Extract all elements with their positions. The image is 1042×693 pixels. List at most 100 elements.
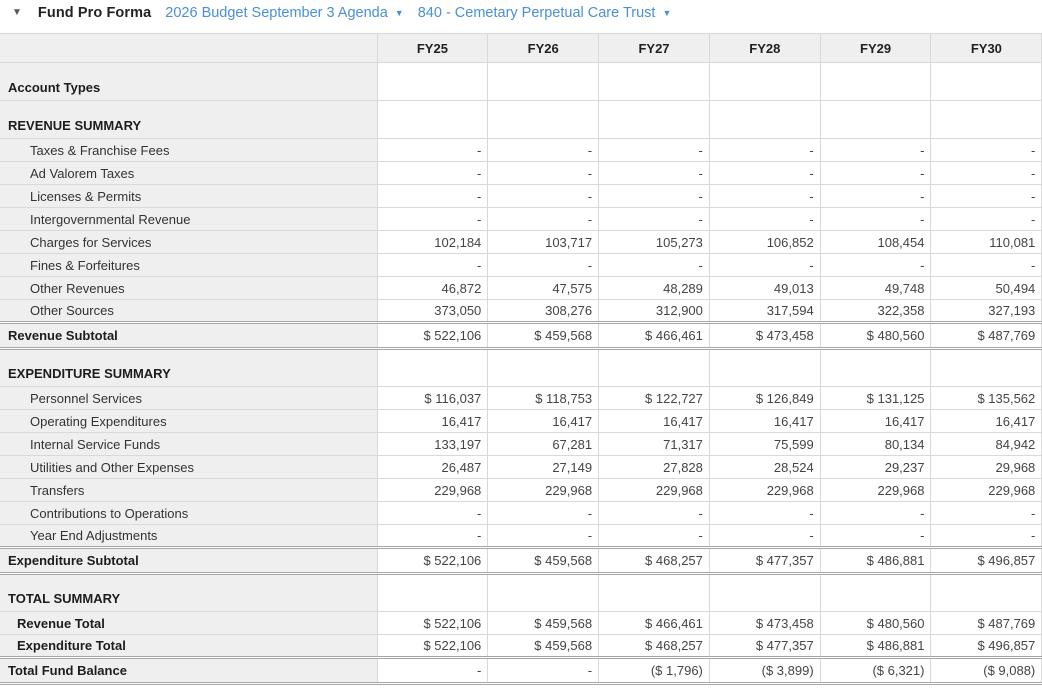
table-row: TOTAL SUMMARY: [0, 573, 1042, 612]
value-cell: 317,594: [709, 299, 821, 323]
row-label: Charges for Services: [0, 230, 378, 254]
value-cell: 27,828: [598, 455, 710, 479]
value-cell: -: [709, 161, 821, 185]
row-label: Expenditure Total: [0, 634, 378, 658]
value-cell: 16,417: [487, 409, 600, 433]
value-cell: $ 522,106: [377, 546, 489, 575]
row-label: Internal Service Funds: [0, 432, 378, 456]
chevron-down-icon: ▼: [394, 7, 404, 18]
row-label: Other Sources: [0, 299, 378, 323]
value-cell: ($ 3,899): [709, 656, 821, 685]
value-cell: $ 468,257: [598, 634, 710, 658]
value-cell: $ 496,857: [930, 546, 1042, 575]
value-cell: [487, 100, 600, 139]
value-cell: ($ 9,088): [930, 656, 1042, 685]
value-cell: [377, 62, 489, 101]
value-cell: 229,968: [377, 478, 489, 502]
value-cell: 80,134: [820, 432, 932, 456]
value-cell: $ 135,562: [930, 386, 1042, 410]
value-cell: 16,417: [820, 409, 932, 433]
table-row: Fines & Forfeitures - - - - - -: [0, 253, 1042, 277]
row-label: Ad Valorem Taxes: [0, 161, 378, 185]
pro-forma-table: FY25 FY26 FY27 FY28 FY29 FY30 Account Types RE…: [0, 33, 1042, 685]
value-cell: 102,184: [377, 230, 489, 254]
value-cell: [598, 573, 710, 612]
collapse-section-icon[interactable]: ▼: [12, 6, 22, 18]
column-header-fy27: FY27: [598, 33, 710, 63]
value-cell: 48,289: [598, 276, 710, 300]
value-cell: $ 459,568: [487, 634, 600, 658]
value-cell: 322,358: [820, 299, 932, 323]
value-cell: $ 487,769: [930, 611, 1042, 635]
table-row: Operating Expenditures 16,417 16,417 16,417…: [0, 409, 1042, 433]
value-cell: 110,081: [930, 230, 1042, 254]
row-label: Total Fund Balance: [0, 656, 378, 685]
value-cell: [377, 100, 489, 139]
column-header-fy30: FY30: [930, 33, 1042, 63]
fund-selector-dropdown[interactable]: 840 - Cemetary Perpetual Care Trust ▼: [418, 5, 672, 21]
row-label: TOTAL SUMMARY: [0, 573, 378, 612]
table-row: EXPENDITURE SUMMARY: [0, 348, 1042, 387]
value-cell: 308,276: [487, 299, 600, 323]
table-row: Expenditure Total $ 522,106 $ 459,568 $ 468…: [0, 634, 1042, 658]
value-cell: 28,524: [709, 455, 821, 479]
value-cell: $ 466,461: [598, 611, 710, 635]
value-cell: $ 486,881: [820, 546, 932, 575]
chevron-down-icon: ▼: [662, 7, 672, 18]
value-cell: 26,487: [377, 455, 489, 479]
value-cell: 29,237: [820, 455, 932, 479]
value-cell: $ 459,568: [487, 611, 600, 635]
column-header-fy25: FY25: [377, 33, 489, 63]
table-row: Taxes & Franchise Fees - - - - - -: [0, 138, 1042, 162]
value-cell: -: [930, 161, 1042, 185]
value-cell: 29,968: [930, 455, 1042, 479]
row-label: Operating Expenditures: [0, 409, 378, 433]
row-label: Transfers: [0, 478, 378, 502]
value-cell: [820, 62, 932, 101]
budget-selector-dropdown[interactable]: 2026 Budget September 3 Agenda ▼: [165, 5, 403, 21]
value-cell: -: [930, 184, 1042, 208]
value-cell: [930, 348, 1042, 387]
value-cell: [377, 573, 489, 612]
value-cell: -: [598, 161, 710, 185]
column-header-blank: [0, 33, 378, 63]
value-cell: [709, 348, 821, 387]
value-cell: $ 468,257: [598, 546, 710, 575]
value-cell: 312,900: [598, 299, 710, 323]
value-cell: -: [598, 184, 710, 208]
table-row: Intergovernmental Revenue - - - - - -: [0, 207, 1042, 231]
value-cell: [930, 100, 1042, 139]
value-cell: [598, 100, 710, 139]
value-cell: ($ 6,321): [820, 656, 932, 685]
value-cell: 108,454: [820, 230, 932, 254]
value-cell: $ 126,849: [709, 386, 821, 410]
table-row: Personnel Services $ 116,037 $ 118,753 $ 12…: [0, 386, 1042, 410]
value-cell: -: [377, 184, 489, 208]
value-cell: -: [709, 501, 821, 525]
value-cell: -: [487, 184, 600, 208]
value-cell: -: [709, 184, 821, 208]
value-cell: $ 122,727: [598, 386, 710, 410]
value-cell: [598, 62, 710, 101]
table-row: Total Fund Balance - - ($ 1,796) ($ 3,899) ($…: [0, 656, 1042, 685]
value-cell: $ 487,769: [930, 321, 1042, 350]
table-row: Ad Valorem Taxes - - - - - -: [0, 161, 1042, 185]
row-label: Taxes & Franchise Fees: [0, 138, 378, 162]
value-cell: $ 459,568: [487, 321, 600, 350]
value-cell: -: [487, 207, 600, 231]
value-cell: $ 480,560: [820, 611, 932, 635]
value-cell: [930, 573, 1042, 612]
row-label: Intergovernmental Revenue: [0, 207, 378, 231]
column-header-fy28: FY28: [709, 33, 821, 63]
value-cell: ($ 1,796): [598, 656, 710, 685]
value-cell: -: [930, 207, 1042, 231]
value-cell: -: [377, 524, 489, 548]
value-cell: 27,149: [487, 455, 600, 479]
value-cell: 67,281: [487, 432, 600, 456]
row-label: EXPENDITURE SUMMARY: [0, 348, 378, 387]
value-cell: $ 522,106: [377, 611, 489, 635]
value-cell: -: [820, 184, 932, 208]
value-cell: $ 459,568: [487, 546, 600, 575]
column-header-fy26: FY26: [487, 33, 600, 63]
value-cell: -: [820, 207, 932, 231]
